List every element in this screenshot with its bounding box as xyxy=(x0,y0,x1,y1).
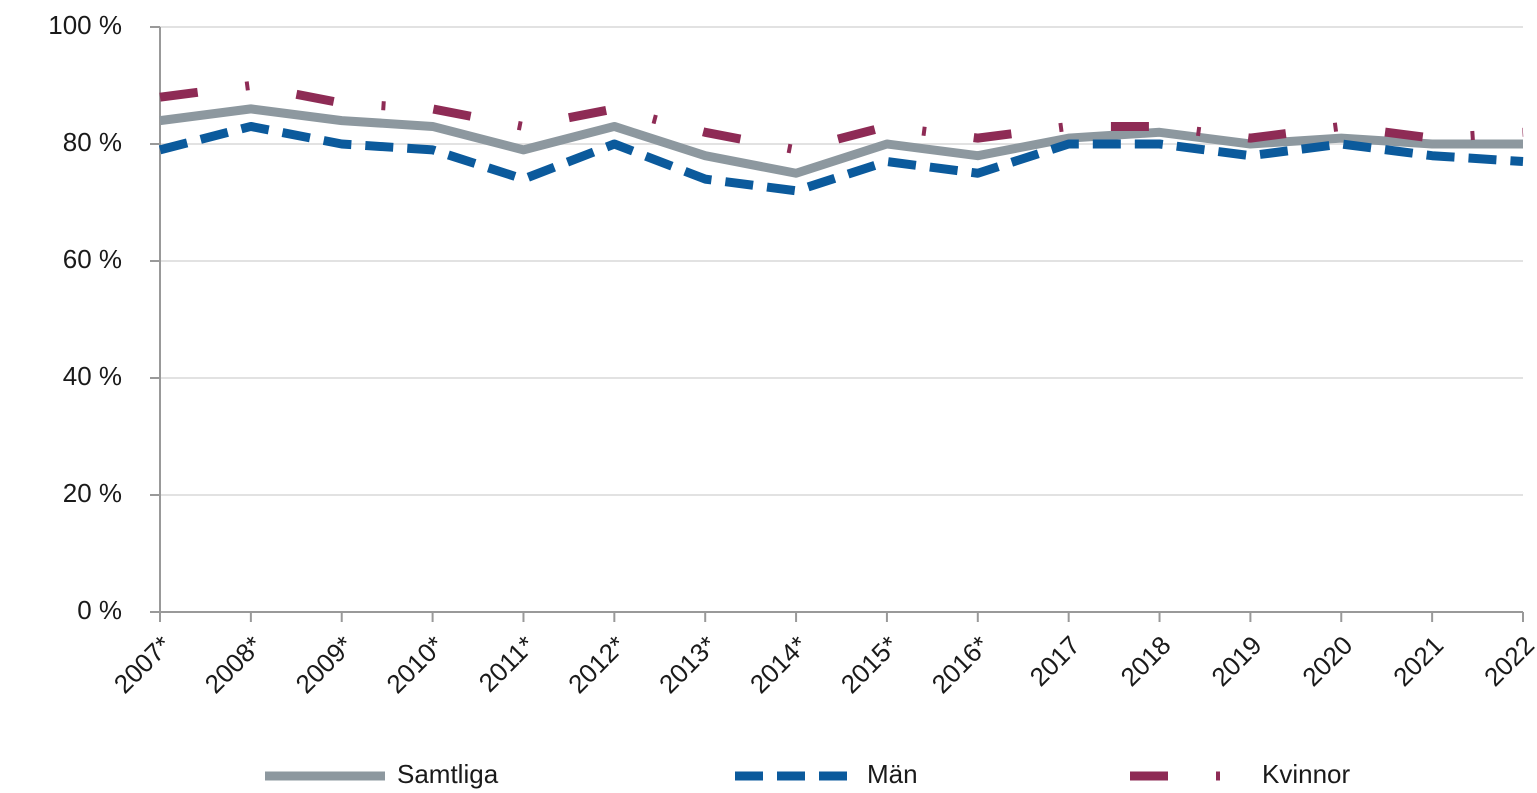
y-tick-label: 40 % xyxy=(63,361,122,391)
x-tick-label: 2011* xyxy=(473,630,541,698)
y-tick-label: 80 % xyxy=(63,127,122,157)
series-line xyxy=(158,121,1524,196)
y-tick-label: 0 % xyxy=(77,595,122,625)
legend-label: Kvinnor xyxy=(1262,759,1350,789)
legend-label: Samtliga xyxy=(397,759,499,789)
series-line xyxy=(159,104,1523,178)
x-tick-label: 2019 xyxy=(1205,630,1267,692)
x-tick-label: 2008* xyxy=(199,630,268,699)
x-tick-label: 2018 xyxy=(1115,630,1177,692)
x-tick-label: 2016* xyxy=(926,630,995,699)
y-tick-label: 20 % xyxy=(63,478,122,508)
legend-label: Män xyxy=(867,759,918,789)
x-tick-label: 2021 xyxy=(1387,630,1449,692)
x-tick-label: 2013* xyxy=(653,630,722,699)
x-tick-label: 2015* xyxy=(835,630,904,699)
x-tick-label: 2022 xyxy=(1478,630,1537,692)
x-tick-label: 2014* xyxy=(744,630,813,699)
x-tick-label: 2007* xyxy=(108,630,177,699)
y-tick-label: 60 % xyxy=(63,244,122,274)
y-tick-label: 100 % xyxy=(48,10,122,40)
x-tick-label: 2012* xyxy=(562,630,631,699)
x-tick-label: 2010* xyxy=(380,630,449,699)
series-line xyxy=(159,81,1524,155)
x-tick-label: 2009* xyxy=(290,630,359,699)
x-tick-label: 2017 xyxy=(1024,630,1086,692)
x-tick-label: 2020 xyxy=(1296,630,1358,692)
